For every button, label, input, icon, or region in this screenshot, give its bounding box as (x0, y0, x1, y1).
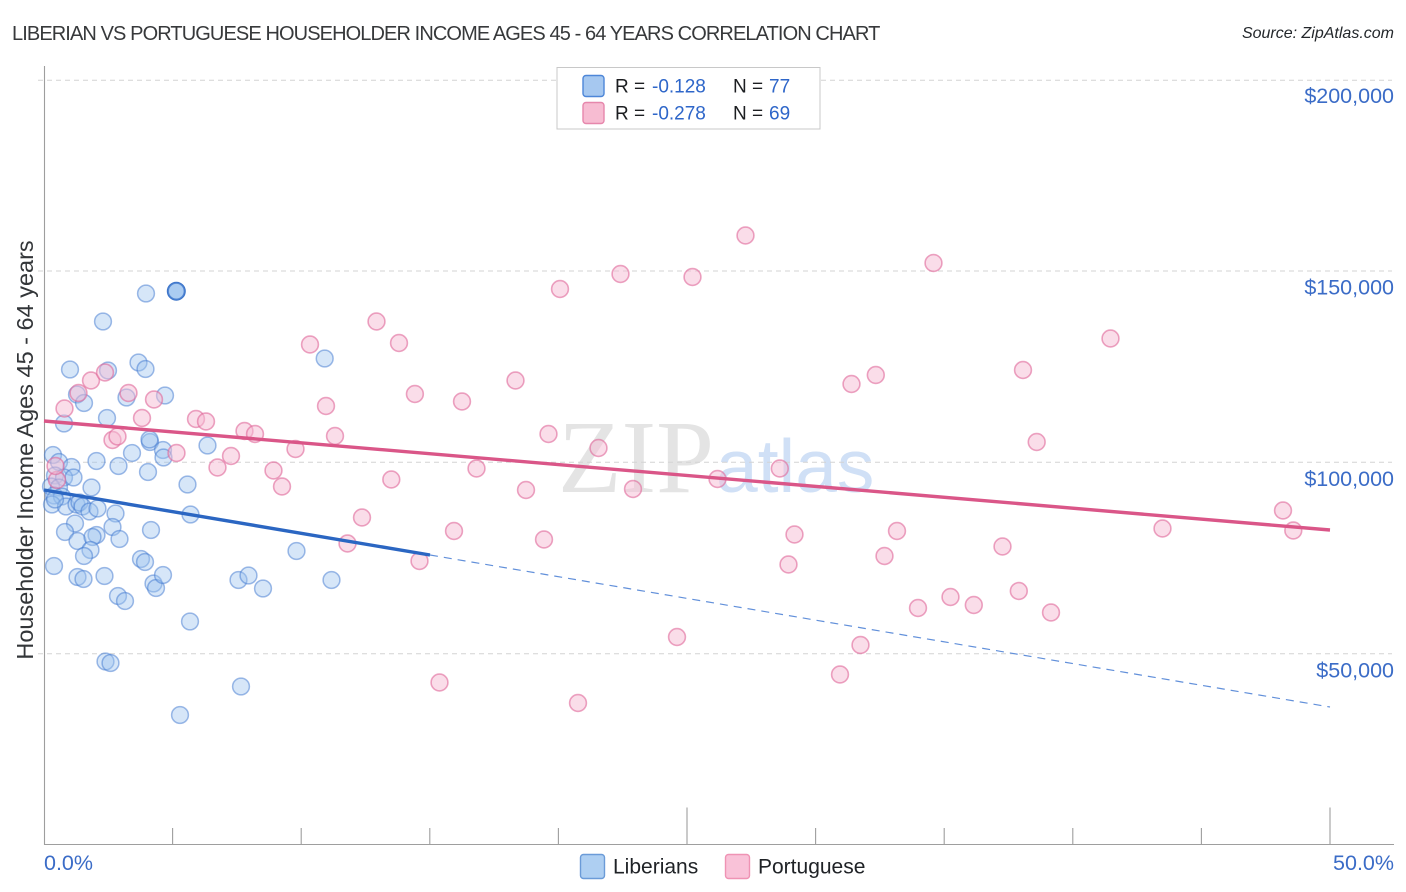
svg-text:N =: N = (733, 77, 763, 98)
svg-text:$50,000: $50,000 (1316, 659, 1394, 683)
svg-text:$200,000: $200,000 (1304, 84, 1394, 108)
svg-text:Source: ZipAtlas.com: Source: ZipAtlas.com (1242, 25, 1394, 42)
svg-text:R =: R = (615, 104, 645, 125)
svg-text:69: 69 (769, 104, 790, 125)
svg-text:ZIP: ZIP (558, 400, 714, 515)
svg-text:LIBERIAN VS PORTUGUESE HOUSEHO: LIBERIAN VS PORTUGUESE HOUSEHOLDER INCOM… (12, 23, 880, 45)
svg-text:-0.128: -0.128 (652, 77, 706, 98)
svg-text:50.0%: 50.0% (1333, 851, 1394, 875)
svg-text:77: 77 (769, 77, 790, 98)
svg-text:N =: N = (733, 104, 763, 125)
svg-text:R =: R = (615, 77, 645, 98)
svg-text:-0.278: -0.278 (652, 104, 706, 125)
svg-text:0.0%: 0.0% (44, 851, 93, 875)
svg-text:Householder Income Ages 45 - 6: Householder Income Ages 45 - 64 years (12, 240, 38, 659)
svg-text:Portuguese: Portuguese (758, 856, 865, 879)
svg-text:$150,000: $150,000 (1304, 276, 1394, 300)
svg-text:$100,000: $100,000 (1304, 467, 1394, 491)
svg-text:atlas: atlas (716, 424, 874, 508)
svg-text:Liberians: Liberians (613, 856, 698, 879)
